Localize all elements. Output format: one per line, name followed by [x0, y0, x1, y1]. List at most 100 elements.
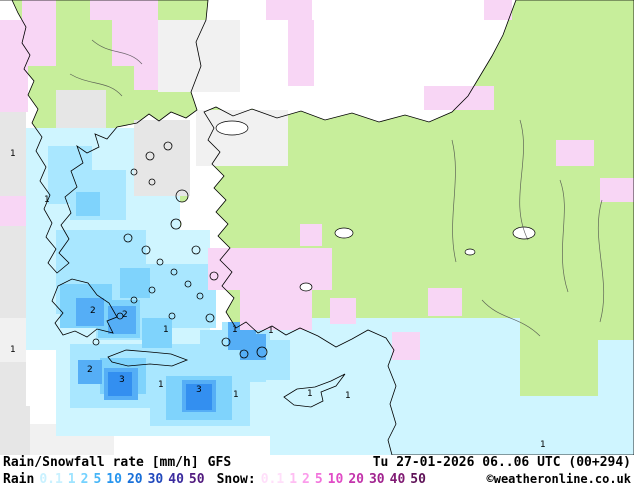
snow-scale-value-2: 2: [302, 472, 310, 487]
precip-value-label: 1: [10, 149, 16, 159]
precip-cell-snow01: [22, 0, 56, 20]
precip-cell-rain5: [76, 298, 104, 326]
precip-cell-lightgray: [0, 318, 26, 362]
precipitation-cells-layer: [0, 0, 634, 455]
precip-cell-snow01: [0, 20, 56, 66]
legend-title-group: Rain/Snowfall rate [mm/h] GFS: [3, 455, 231, 470]
precip-cell-rain5: [78, 360, 102, 384]
river-line: [559, 179, 569, 293]
scale-group: Rain 0.1 1 2 5 10 20 30 40 50 Snow: 0.1 1 2 5 10 20 30…: [3, 472, 426, 487]
sea-of-marmara: [215, 120, 249, 136]
river-line: [519, 119, 529, 241]
precip-cell-rain1: [146, 264, 216, 328]
precip-cell-snow01: [330, 298, 356, 324]
map-title: Rain/Snowfall rate [mm/h]: [3, 455, 199, 470]
precip-cell-snow01: [134, 66, 158, 90]
snow-scale-value-20: 20: [348, 472, 364, 487]
snow-scale-value-5: 5: [314, 472, 323, 487]
precip-cell-rain2: [120, 268, 150, 298]
snow-scale-value-10: 10: [327, 472, 344, 487]
precip-value-label: 2: [122, 310, 128, 320]
precip-cell-snow01: [240, 290, 312, 330]
precip-value-labels-layer: 1 1 2 2 1 1 1 2 3 1 3 1 1 1 1 1: [10, 149, 546, 450]
precip-cell-rain10: [108, 372, 132, 396]
snow-scale-value-0.1: 0.1: [260, 472, 285, 487]
rain-scale-value-1: 1: [67, 472, 76, 487]
precip-value-label: 1: [345, 391, 351, 401]
snow-scale-value-1: 1: [289, 472, 298, 487]
precip-value-label: 1: [268, 326, 274, 336]
precip-cell-snow01: [0, 196, 26, 226]
valid-datetime: Tu 27-01-2026 06..06 UTC (00+294): [372, 455, 631, 470]
precip-cell-snow01: [600, 178, 634, 202]
river-line: [597, 199, 605, 323]
precip-value-label: 3: [196, 385, 202, 395]
precip-cell-gray: [0, 112, 26, 196]
precip-value-label: 1: [233, 390, 239, 400]
precip-value-label: 2: [87, 365, 93, 375]
precip-cell-snow01: [424, 86, 494, 110]
river-line: [91, 39, 143, 65]
precip-cell-rain10: [186, 384, 212, 410]
precip-value-label: 2: [90, 306, 96, 316]
precip-value-label: 1: [163, 325, 169, 335]
snow-scale-label: Snow:: [216, 472, 256, 487]
precip-cell-snow01: [300, 224, 322, 246]
precip-value-label: 1: [158, 380, 164, 390]
precip-cell-rain01: [120, 196, 180, 236]
rain-scale-value-10: 10: [106, 472, 122, 487]
precip-value-label: 1: [307, 389, 313, 399]
rain-scale-value-5: 5: [93, 472, 102, 487]
snow-scale-value-40: 40: [389, 472, 406, 487]
rain-scale-value-20: 20: [126, 472, 143, 487]
precip-value-label: 1: [44, 195, 50, 205]
snow-scale-value-50: 50: [410, 472, 426, 487]
rivers-layer: [69, 39, 605, 337]
rain-scale-value-0.1: 0.1: [39, 472, 63, 487]
precip-cell-snow01: [392, 332, 420, 360]
river-line: [481, 299, 541, 337]
weather-map: 1 1 2 2 1 1 1 2 3 1 3 1 1 1 1 1: [0, 0, 634, 455]
rain-scale-values: 0.1 1 2 5 10 20 30 40 50: [34, 472, 204, 487]
precip-cell-snow01: [484, 0, 512, 20]
rain-scale-value-50: 50: [188, 472, 205, 487]
legend-bar: Rain/Snowfall rate [mm/h] GFS Tu 27-01-20…: [0, 455, 634, 490]
precip-cell-snow01: [90, 0, 158, 20]
lake-van: [512, 226, 536, 240]
precip-cell-rain5: [108, 306, 136, 334]
rain-scale-value-40: 40: [168, 472, 184, 487]
precip-cell-gray: [0, 226, 26, 318]
lake-tuz: [334, 227, 354, 239]
snow-scale-values: 0.1 1 2 5 10 20 30 40 50: [256, 472, 426, 487]
small-lake: [464, 248, 476, 256]
map-canvas: 1 1 2 2 1 1 1 2 3 1 3 1 1 1 1 1: [0, 0, 634, 455]
precip-cell-snow01: [556, 140, 594, 166]
precip-cell-gray: [134, 120, 190, 196]
lake-beysehir: [299, 282, 313, 292]
lakes-layer: [215, 120, 536, 292]
precip-cell-rain01: [520, 396, 634, 455]
model-name: GFS: [207, 455, 232, 470]
precip-cell-lightgray: [196, 110, 288, 166]
precip-value-label: 1: [232, 325, 238, 335]
precip-value-label: 1: [540, 440, 546, 450]
precip-value-label: 1: [10, 345, 16, 355]
rain-scale-value-30: 30: [147, 472, 164, 487]
precip-cell-rain01: [598, 340, 634, 396]
precip-cell-snow01: [428, 288, 462, 316]
precip-cell-snow01: [0, 66, 28, 112]
legend-title-row: Rain/Snowfall rate [mm/h] GFS Tu 27-01-20…: [0, 455, 634, 472]
river-line: [451, 139, 457, 263]
precip-cell-snow01: [208, 248, 332, 290]
precip-cell-snow01: [288, 20, 314, 86]
legend-scale-row: Rain 0.1 1 2 5 10 20 30 40 50 Snow: 0.1 1 2 5 10 20 30…: [0, 472, 634, 489]
precip-cell-gray: [0, 406, 30, 455]
precip-cell-snow01: [266, 0, 312, 20]
precip-cell-gray: [0, 362, 26, 406]
precip-cell-rain2: [76, 192, 100, 216]
precip-value-label: 3: [119, 375, 125, 385]
copyright-text: ©weatheronline.co.uk: [486, 472, 632, 486]
river-line: [69, 73, 123, 97]
precip-cell-snow01: [112, 20, 158, 66]
